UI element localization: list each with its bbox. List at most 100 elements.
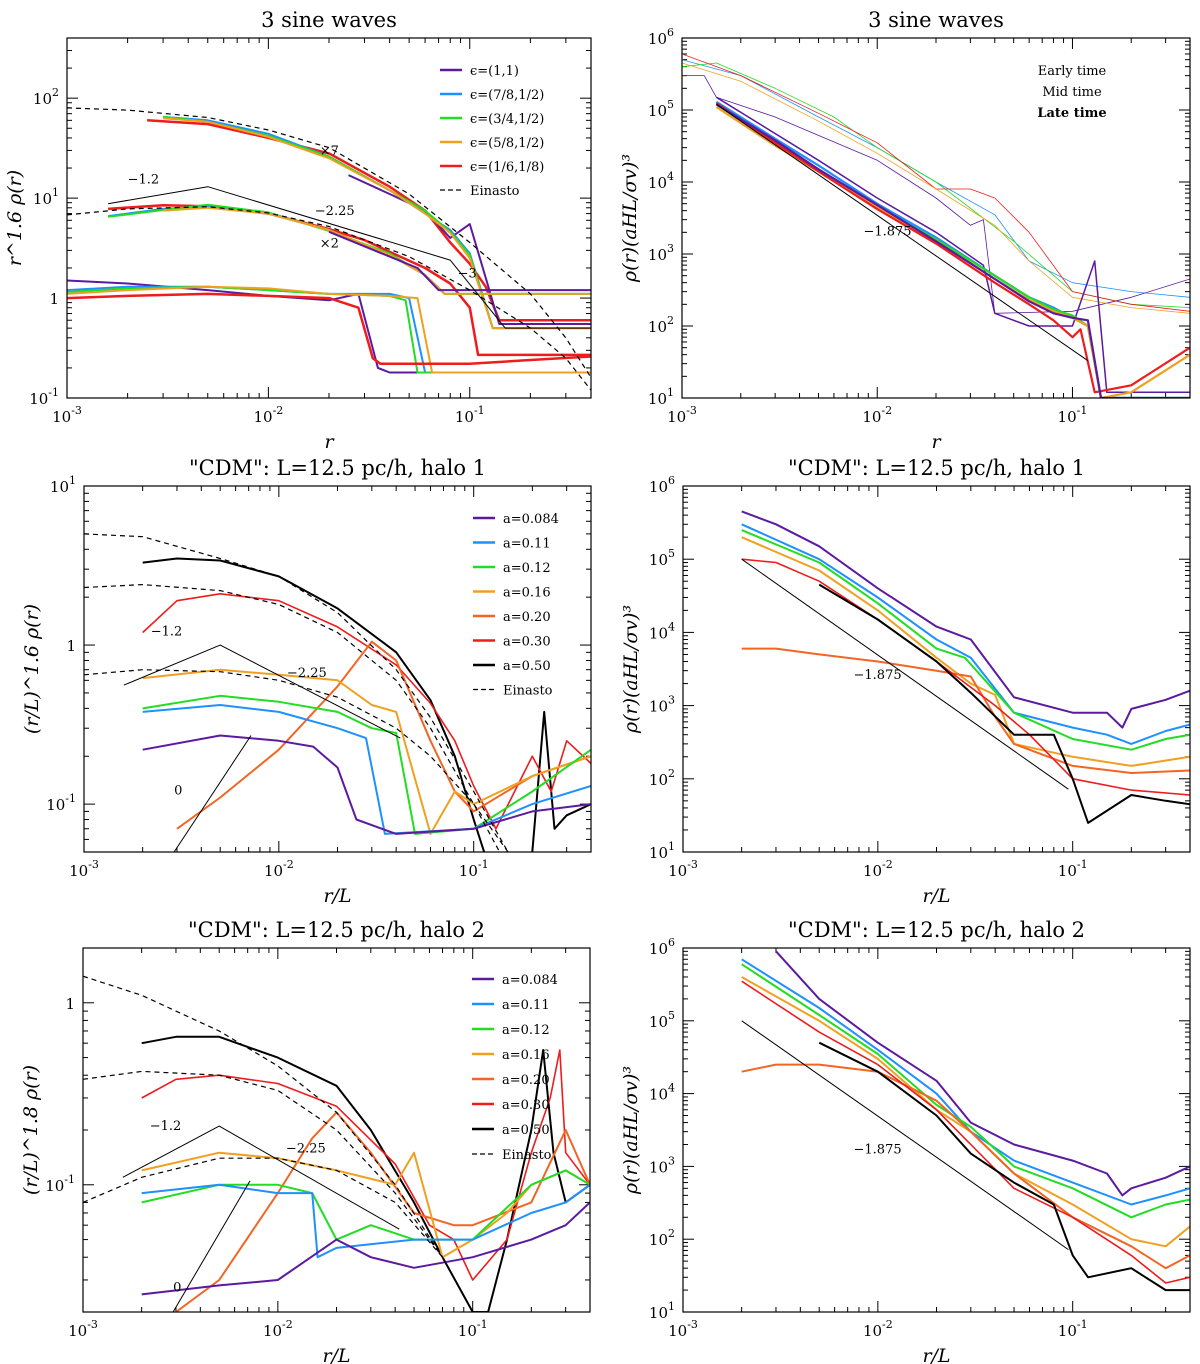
series-line-4: [682, 75, 1190, 314]
legend-label: ϵ=(7/8,1/2): [470, 88, 544, 103]
ticks: [66, 37, 592, 399]
series-line-8: [741, 1020, 1069, 1251]
y-tick-label: 105: [649, 1009, 675, 1031]
x-tick-label: 10-1: [1058, 858, 1088, 880]
y-tick-label: 103: [649, 1154, 675, 1176]
chart-panel-3: 10-3 10-2 10-1 10-1 1 101 "CDM": L=12.5 pc/h, …: [21, 456, 592, 907]
series-line-9: [84, 583, 501, 852]
series-line-7: [142, 734, 591, 835]
series-line-17: [67, 206, 591, 391]
annotation-label: ×2: [320, 237, 339, 252]
chart-title: "CDM": L=12.5 pc/h, halo 2: [188, 918, 485, 942]
series-line-3: [682, 53, 1190, 312]
y-axis-label: ρ(r)(aHL/σv)³: [620, 605, 642, 734]
annotation-label: −1.875: [854, 668, 902, 683]
y-tick-label: 10-1: [46, 792, 76, 814]
series-line-3: [741, 963, 1190, 1219]
series-line-11: [715, 103, 1190, 398]
x-tick-label: 10-3: [668, 858, 698, 880]
legend-label: a=0.11: [502, 998, 550, 1013]
annotation-label: −2.25: [315, 204, 355, 219]
plot-frame: [681, 37, 1191, 399]
series-group: [741, 950, 1190, 1292]
y-tick-label: 102: [649, 1227, 675, 1249]
y-tick-label: 101: [649, 840, 675, 862]
legend-label: ϵ=(1,1): [470, 64, 519, 79]
series-line-3: [176, 640, 591, 830]
y-tick-label: 1: [49, 290, 59, 308]
y-axis-label: r^1.6 ρ(r): [4, 170, 26, 266]
y-tick-label: 104: [649, 1082, 675, 1104]
series-line-1: [682, 59, 1190, 298]
legend-label: a=0.30: [503, 635, 551, 650]
x-tick-label: 10-2: [863, 1318, 893, 1340]
plot-frame: [682, 485, 1191, 853]
chart-title: "CDM": L=12.5 pc/h, halo 1: [189, 456, 486, 480]
annotation-label: 0: [174, 783, 182, 798]
annotation-label: −1.2: [150, 1119, 182, 1134]
series-line-6: [108, 203, 591, 357]
series-group: [84, 533, 591, 852]
series-line-1: [775, 950, 1190, 1197]
legend-label: Late time: [1037, 106, 1106, 121]
series-line-5: [142, 694, 591, 835]
series-line-16: [67, 107, 591, 378]
series-line-4: [142, 668, 591, 835]
series-line-14: [67, 285, 591, 374]
y-axis-label: (r/L)^1.6 ρ(r): [21, 604, 43, 734]
ticks: [682, 485, 1191, 853]
y-tick-label: 105: [649, 547, 675, 569]
x-tick-label: 10-3: [668, 1318, 698, 1340]
x-tick-label: 10-1: [458, 1318, 488, 1340]
legend-label: a=0.12: [502, 1023, 550, 1038]
legend-label: a=0.20: [503, 610, 551, 625]
series-line-11: [122, 1125, 400, 1230]
series-line-8: [84, 533, 509, 852]
series-line-15: [67, 292, 591, 366]
y-tick-label: 104: [648, 170, 674, 192]
series-line-10: [715, 102, 1190, 394]
chart-panel-5: 10-3 10-2 10-1 10-1 1 "CDM": L=12.5 pc/h, hal…: [20, 918, 591, 1364]
series-group: [83, 975, 590, 1312]
legend-label: a=0.50: [503, 659, 551, 674]
series-line-2: [682, 62, 1190, 308]
ticks: [681, 37, 1191, 399]
plot-frame: [66, 37, 592, 399]
x-tick-label: 10-1: [1058, 1318, 1088, 1340]
legend-label: Early time: [1038, 64, 1107, 79]
legend-label: ϵ=(1/6,1/8): [470, 160, 544, 175]
chart-panel-4: 10-3 10-2 10-1 101 102 103 104 105 106 "CDM": L=1…: [620, 456, 1191, 907]
series-line-11: [123, 644, 401, 739]
annotation-label: −1.875: [863, 225, 911, 240]
legend-label: Mid time: [1042, 85, 1102, 100]
annotation-label: −2.25: [287, 666, 327, 681]
legend-label: a=0.084: [502, 973, 558, 988]
series-line-5: [682, 62, 1190, 314]
series-line-8: [83, 975, 474, 1312]
y-tick-label: 101: [33, 186, 59, 208]
series-line-10: [84, 669, 509, 852]
y-tick-label: 105: [648, 98, 674, 120]
x-tick-label: 10-1: [455, 404, 485, 426]
x-tick-label: 10-3: [52, 404, 82, 426]
y-tick-label: 102: [648, 314, 674, 336]
legend: a=0.084 a=0.11 a=0.12 a=0.16 a=0.20 a=0.30 a=0…: [473, 512, 559, 699]
series-line-6: [716, 96, 1190, 394]
series-line-4: [741, 976, 1190, 1248]
y-tick-label: 104: [649, 620, 675, 642]
legend: a=0.084 a=0.11 a=0.12 a=0.16 a=0.20 a=0.30 a=0…: [472, 973, 558, 1163]
legend-label: a=0.30: [502, 1098, 550, 1113]
chart-panel-2: 10-3 10-2 10-1 101 102 103 104 105 106 3 sine wav…: [619, 8, 1191, 453]
y-tick-label: 101: [50, 474, 76, 496]
y-axis-label: (r/L)^1.8 ρ(r): [20, 1065, 42, 1195]
series-line-12: [173, 735, 252, 852]
y-tick-label: 101: [648, 386, 674, 408]
series-line-5: [741, 1063, 1190, 1270]
x-tick-label: 10-3: [68, 1318, 98, 1340]
chart-title: "CDM": L=12.5 pc/h, halo 1: [788, 456, 1085, 480]
series-line-9: [83, 1070, 474, 1312]
y-tick-label: 1: [66, 637, 76, 655]
series-line-7: [818, 583, 1190, 824]
x-tick-label: 10-2: [863, 858, 893, 880]
